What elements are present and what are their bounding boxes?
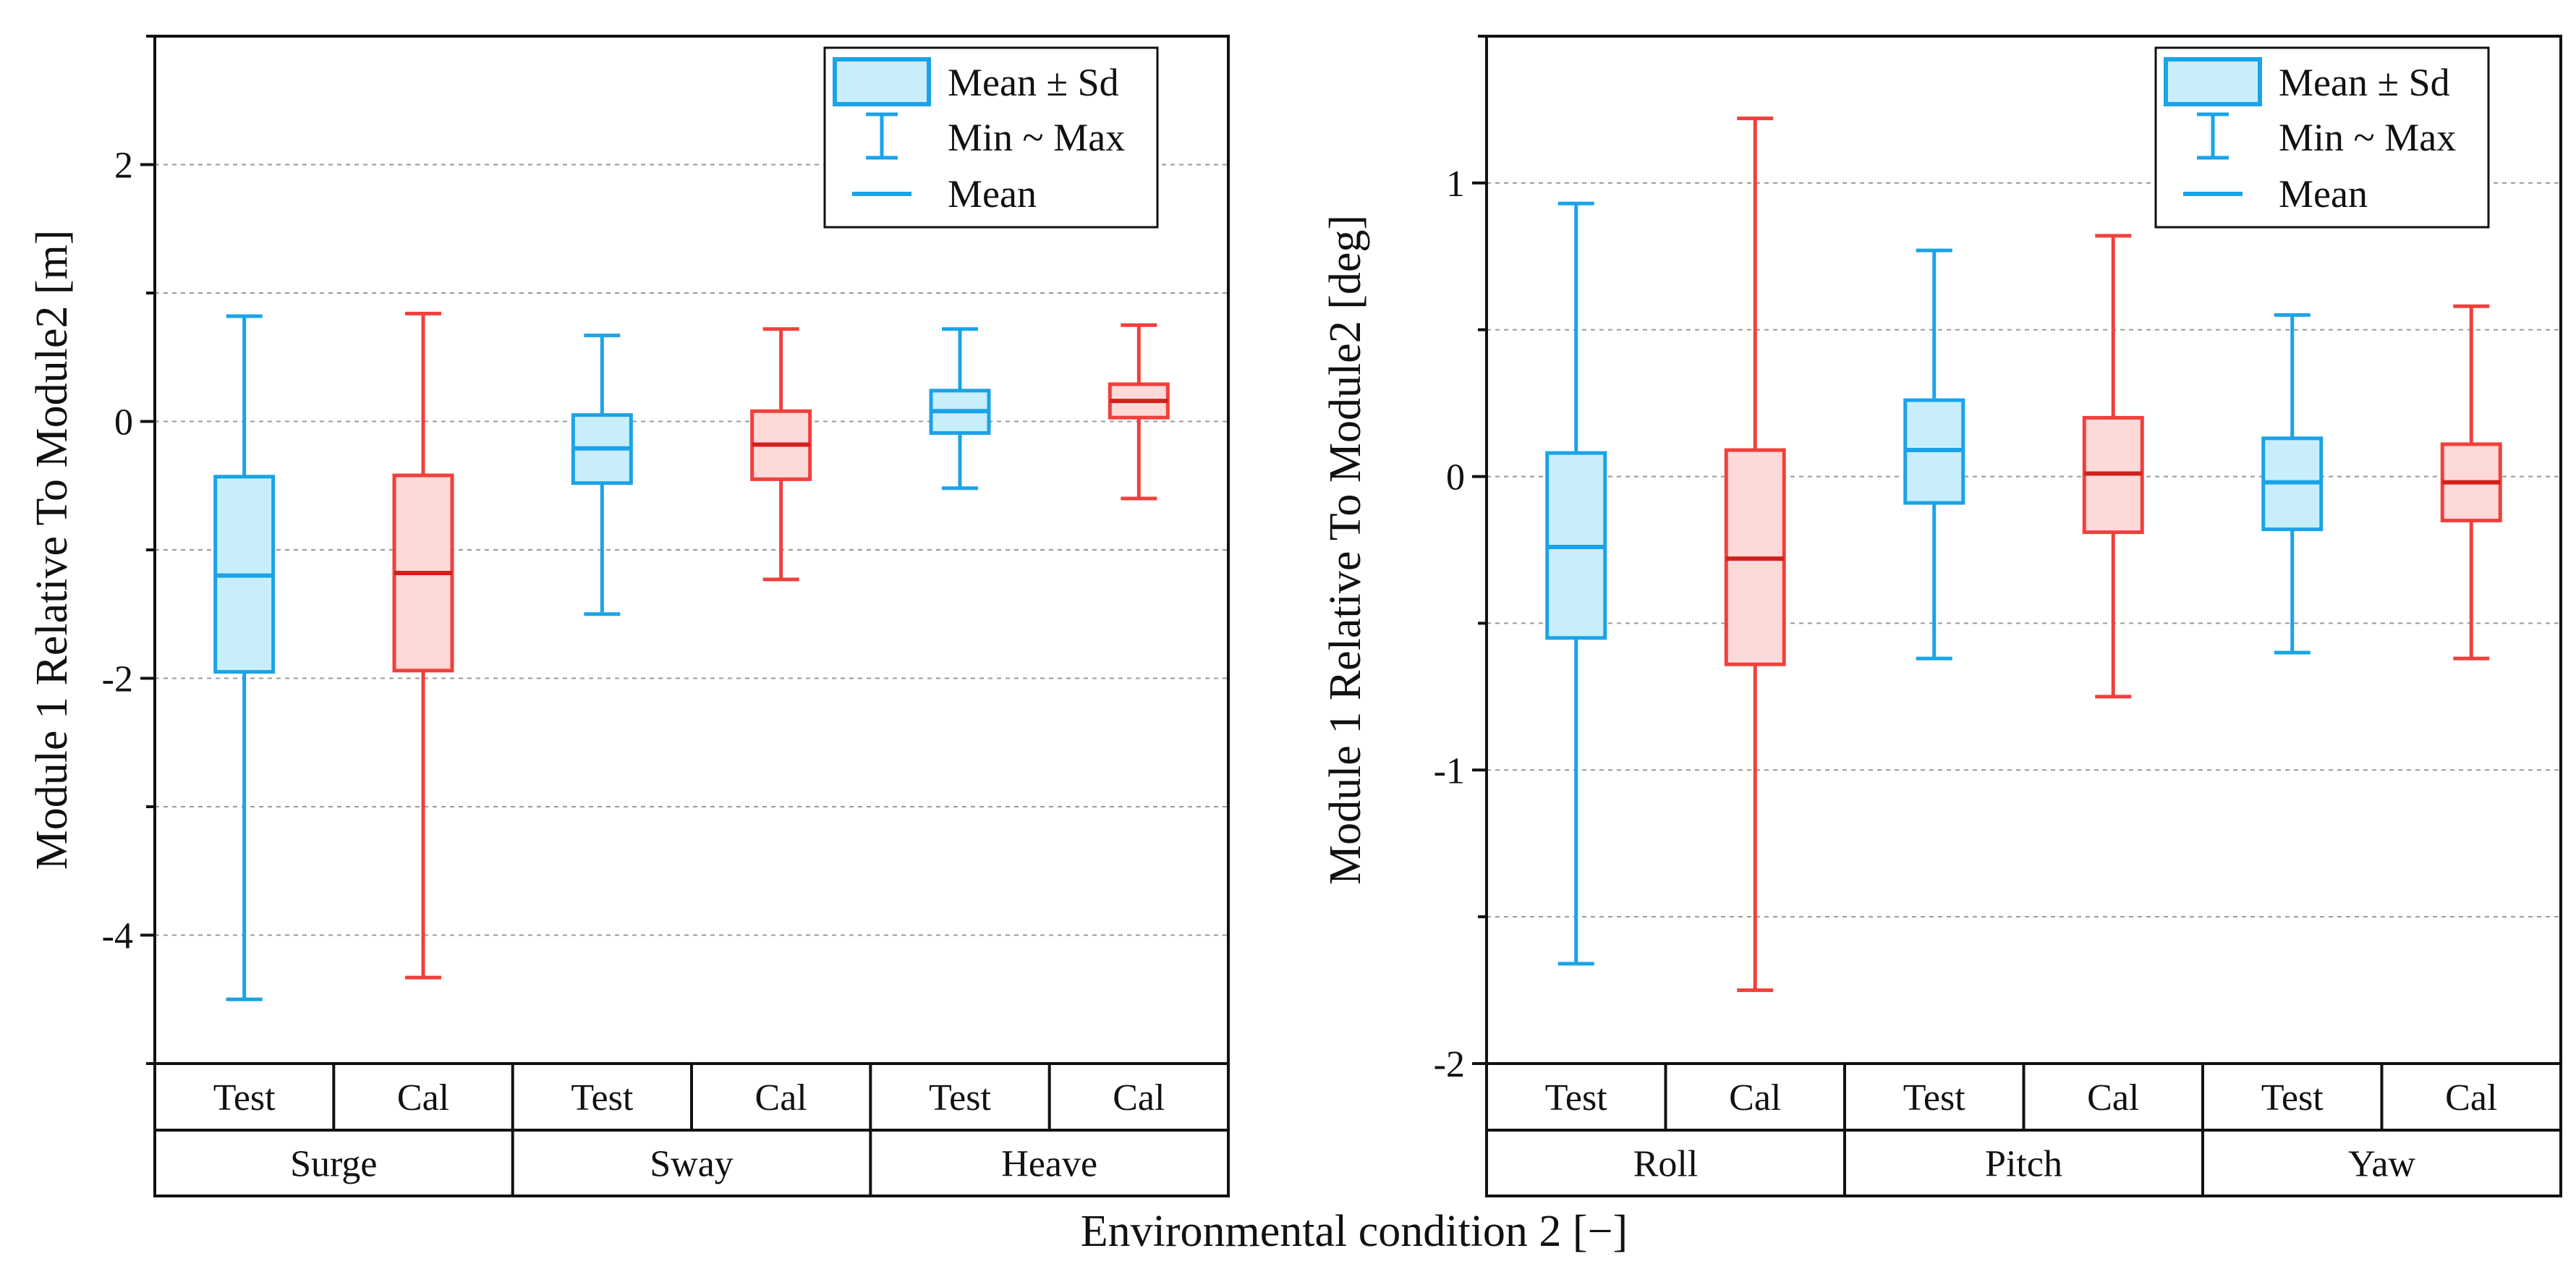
category-label-cal: Cal: [397, 1077, 449, 1119]
legend-label-whisker: Min ~ Max: [948, 116, 1125, 159]
plot-frame: [1485, 35, 2562, 1197]
group-label-yaw: Yaw: [2348, 1144, 2415, 1185]
box-yaw-cal: [2440, 304, 2502, 661]
category-label-cal: Cal: [2445, 1077, 2497, 1119]
y-tick-label: 1: [1446, 164, 1465, 205]
category-label-test: Test: [213, 1077, 276, 1119]
category-label-test: Test: [1545, 1077, 1607, 1119]
category-label-cal: Cal: [755, 1077, 807, 1119]
x-axis-title: Environmental condition 2 [−]: [1081, 1207, 1628, 1256]
plot-frame: [153, 35, 1230, 1197]
y-axis-title: Module 1 Relative To Module2 [deg]: [1321, 215, 1370, 885]
category-label-cal: Cal: [1729, 1077, 1781, 1119]
category-label-test: Test: [571, 1077, 633, 1119]
group-label-sway: Sway: [650, 1144, 734, 1185]
box-heave-cal: [1108, 323, 1170, 501]
category-label-cal: Cal: [1113, 1077, 1165, 1119]
box-pitch-test: [1903, 248, 1965, 661]
legend: Mean ± Sd Min ~ Max Mean: [2154, 46, 2490, 229]
category-label-test: Test: [2261, 1077, 2324, 1119]
legend-box-swatch: [833, 57, 931, 106]
y-tick-label: -2: [1434, 1044, 1465, 1085]
legend-label-mean: Mean: [948, 172, 1037, 216]
legend-label-box: Mean ± Sd: [948, 61, 1119, 104]
y-tick-label: -2: [102, 659, 133, 700]
legend: Mean ± Sd Min ~ Max Mean: [823, 46, 1159, 229]
y-tick-label: -4: [102, 916, 133, 957]
y-tick-label: 0: [1446, 457, 1465, 499]
panel-translation: -4 -2 0 2 Module 1 Relative To Module2 [m] Te…: [27, 35, 1230, 1197]
legend-label-box: Mean ± Sd: [2279, 61, 2450, 104]
box-sway-test: [571, 334, 633, 616]
legend-label-mean: Mean: [2279, 172, 2368, 216]
box-surge-test: [213, 314, 276, 1001]
box-pitch-cal: [2082, 234, 2144, 699]
y-tick-label: 0: [114, 402, 133, 444]
box-roll-test: [1545, 201, 1607, 966]
box-yaw-test: [2261, 313, 2324, 655]
group-label-heave: Heave: [1001, 1144, 1097, 1185]
y-tick-label: -1: [1434, 750, 1465, 792]
category-label-test: Test: [1903, 1077, 1965, 1119]
box-roll-cal: [1724, 116, 1786, 993]
panel-rotation: -2 -1 0 1 Module 1 Relative To Module2 [deg]…: [1321, 35, 2562, 1197]
legend-label-whisker: Min ~ Max: [2279, 116, 2456, 159]
box-surge-cal: [392, 311, 454, 980]
box-heave-test: [929, 327, 991, 491]
box-sway-cal: [750, 327, 812, 582]
category-label-test: Test: [929, 1077, 991, 1119]
legend-box-swatch: [2164, 57, 2262, 106]
group-label-roll: Roll: [1633, 1144, 1699, 1185]
category-label-cal: Cal: [2087, 1077, 2139, 1119]
y-axis-title: Module 1 Relative To Module2 [m]: [27, 230, 77, 870]
y-tick-label: 2: [114, 145, 133, 187]
group-label-surge: Surge: [290, 1144, 377, 1185]
group-label-pitch: Pitch: [1985, 1144, 2062, 1185]
